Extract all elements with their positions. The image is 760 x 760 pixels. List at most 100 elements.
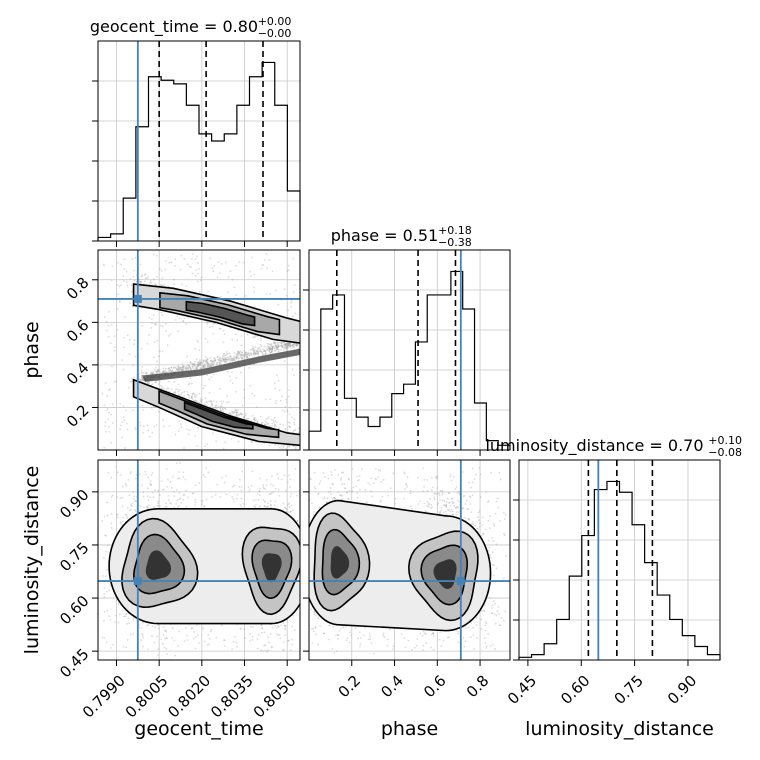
sample-point xyxy=(162,419,164,421)
sample-point xyxy=(288,342,291,345)
sample-point xyxy=(158,370,160,373)
title-luminosity_distance: luminosity_distance = 0.70 xyxy=(485,436,703,456)
sample-point xyxy=(271,347,274,349)
sample-point xyxy=(211,325,214,328)
sample-point xyxy=(241,356,244,359)
sample-point xyxy=(183,257,186,260)
sample-point xyxy=(271,349,274,352)
sample-point xyxy=(149,480,152,482)
sample-point xyxy=(185,323,188,325)
sample-point xyxy=(116,308,119,310)
sample-point xyxy=(223,357,226,360)
sample-point xyxy=(302,342,304,344)
sample-point xyxy=(205,401,208,404)
sample-point xyxy=(273,416,276,419)
sample-point xyxy=(199,279,202,282)
sample-point xyxy=(197,363,200,366)
sample-point xyxy=(287,395,290,398)
sample-point xyxy=(232,411,235,414)
sample-point xyxy=(105,329,108,332)
sample-point xyxy=(150,318,153,321)
sample-point xyxy=(241,354,244,356)
sample-point xyxy=(131,257,134,260)
sample-point xyxy=(175,388,177,391)
sample-point xyxy=(270,348,273,351)
sample-point xyxy=(273,340,275,343)
sample-point xyxy=(292,315,294,318)
sample-point xyxy=(186,393,189,396)
sample-point xyxy=(140,627,143,629)
sample-point xyxy=(268,349,271,352)
sample-point xyxy=(265,253,268,255)
sample-point xyxy=(286,346,289,349)
sample-point xyxy=(156,360,158,363)
sample-point xyxy=(238,261,241,264)
sample-point xyxy=(187,394,190,396)
sample-point xyxy=(132,632,135,635)
sample-point xyxy=(117,603,120,606)
sample-point xyxy=(140,347,143,350)
sample-point xyxy=(285,344,288,347)
sample-point xyxy=(286,345,289,347)
sample-point xyxy=(218,358,221,360)
sample-point xyxy=(263,501,266,503)
sample-point xyxy=(269,398,272,401)
sample-point xyxy=(267,343,270,346)
sample-point xyxy=(168,425,171,428)
sample-point xyxy=(271,425,273,428)
sample-point xyxy=(282,622,285,624)
sample-point xyxy=(252,352,255,355)
sample-point xyxy=(258,490,261,493)
sample-point xyxy=(288,425,291,428)
sample-point xyxy=(268,343,271,346)
sample-point xyxy=(196,255,199,258)
sample-point xyxy=(186,367,189,369)
sample-point xyxy=(271,345,274,348)
sample-point xyxy=(220,359,223,362)
sample-point xyxy=(296,343,299,346)
sample-point xyxy=(292,454,294,456)
sample-point xyxy=(226,370,229,373)
sample-point xyxy=(164,260,167,262)
sample-point xyxy=(302,440,304,442)
sample-point xyxy=(190,362,193,364)
sample-point xyxy=(155,367,157,369)
sample-point xyxy=(158,369,160,372)
sample-point xyxy=(139,280,142,283)
sample-point xyxy=(291,509,294,512)
sample-point xyxy=(200,399,202,402)
contour-inner xyxy=(183,401,254,430)
sample-point xyxy=(218,359,221,362)
sample-point xyxy=(286,445,289,448)
sample-point xyxy=(246,418,249,421)
sample-point xyxy=(226,394,228,397)
sample-point xyxy=(272,419,275,422)
sample-point xyxy=(232,357,235,360)
sample-point xyxy=(128,353,131,356)
sample-point xyxy=(283,410,286,413)
sample-point xyxy=(277,625,280,628)
sample-point xyxy=(211,363,214,366)
sample-point xyxy=(240,335,243,337)
sample-point xyxy=(152,253,155,256)
sample-point xyxy=(289,342,292,345)
sample-point xyxy=(228,375,231,378)
sample-point xyxy=(214,404,217,407)
sample-point xyxy=(282,445,285,447)
sample-point xyxy=(195,269,198,272)
sample-point xyxy=(253,418,256,421)
sample-point xyxy=(204,363,206,366)
sample-point xyxy=(222,360,224,363)
sample-point xyxy=(199,397,202,400)
sample-point xyxy=(288,342,291,345)
sample-point xyxy=(293,342,296,345)
sample-point xyxy=(235,356,238,359)
sample-point xyxy=(287,342,290,345)
sample-point xyxy=(183,365,185,368)
sample-point xyxy=(115,379,117,382)
sample-point xyxy=(238,351,241,354)
sample-point xyxy=(288,342,290,344)
sample-point xyxy=(186,364,189,367)
sample-point xyxy=(113,335,116,338)
sample-point xyxy=(113,346,116,349)
